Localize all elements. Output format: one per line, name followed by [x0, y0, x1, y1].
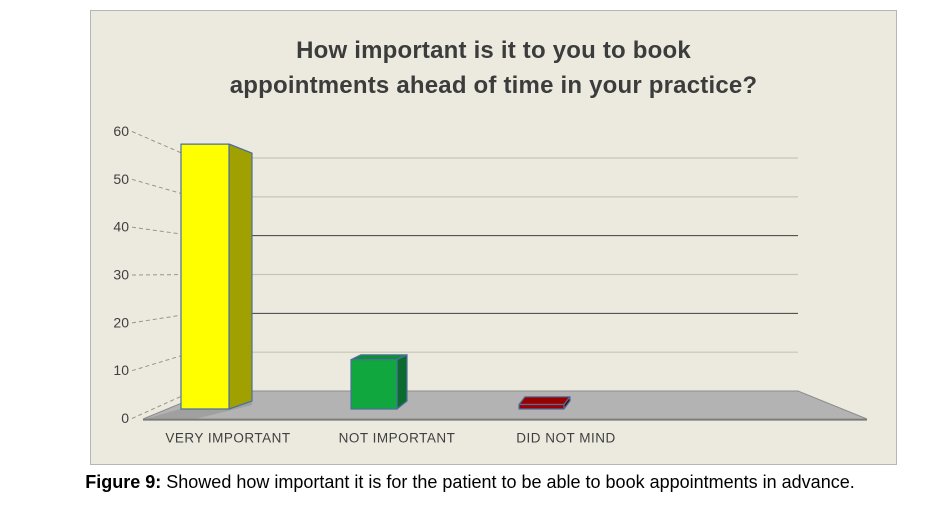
category-label-very-important: VERY IMPORTANT [165, 431, 290, 446]
bar-very-important-front-face [180, 143, 230, 410]
y-axis-label-30: 30 [113, 267, 129, 283]
chart-title-line1: How important is it to you to book [296, 37, 691, 64]
category-label-not-important: NOT IMPORTANT [339, 431, 456, 446]
y-axis-label-60: 60 [113, 123, 129, 139]
chart-title-line2: appointments ahead of time in your pract… [229, 72, 758, 99]
chart-panel: How important is it to you to book appoi… [90, 10, 897, 465]
bar-did-not-mind-front-face [518, 403, 565, 410]
category-label-did-not-mind: DID NOT MIND [516, 431, 616, 446]
figure-caption: Figure 9: Showed how important it is for… [0, 472, 940, 493]
bar-very-important-side-face [228, 143, 253, 410]
chart-title: How important is it to you to book appoi… [91, 33, 896, 103]
y-tick-10 [131, 351, 194, 372]
y-axis-label-50: 50 [113, 171, 129, 187]
y-axis-label-20: 20 [113, 314, 129, 330]
chart-svg: 0 10 20 30 40 50 60 VERY IMPORTANT NOT IMPORTANT… [113, 123, 868, 446]
y-axis-label-10: 10 [113, 362, 129, 378]
bar-not-important-front-face [350, 359, 398, 410]
bar-not-important-side-face [396, 354, 408, 410]
y-axis-label-40: 40 [113, 219, 129, 235]
bar-did-not-mind-top-face [518, 396, 571, 406]
y-axis-label-0: 0 [121, 410, 129, 426]
figure-caption-text: Showed how important it is for the patie… [161, 472, 855, 492]
figure-caption-label: Figure 9: [85, 472, 162, 492]
plot-area-3d: 0 10 20 30 40 50 60 VERY IMPORTANT NOT IMPORTANT… [91, 11, 896, 464]
